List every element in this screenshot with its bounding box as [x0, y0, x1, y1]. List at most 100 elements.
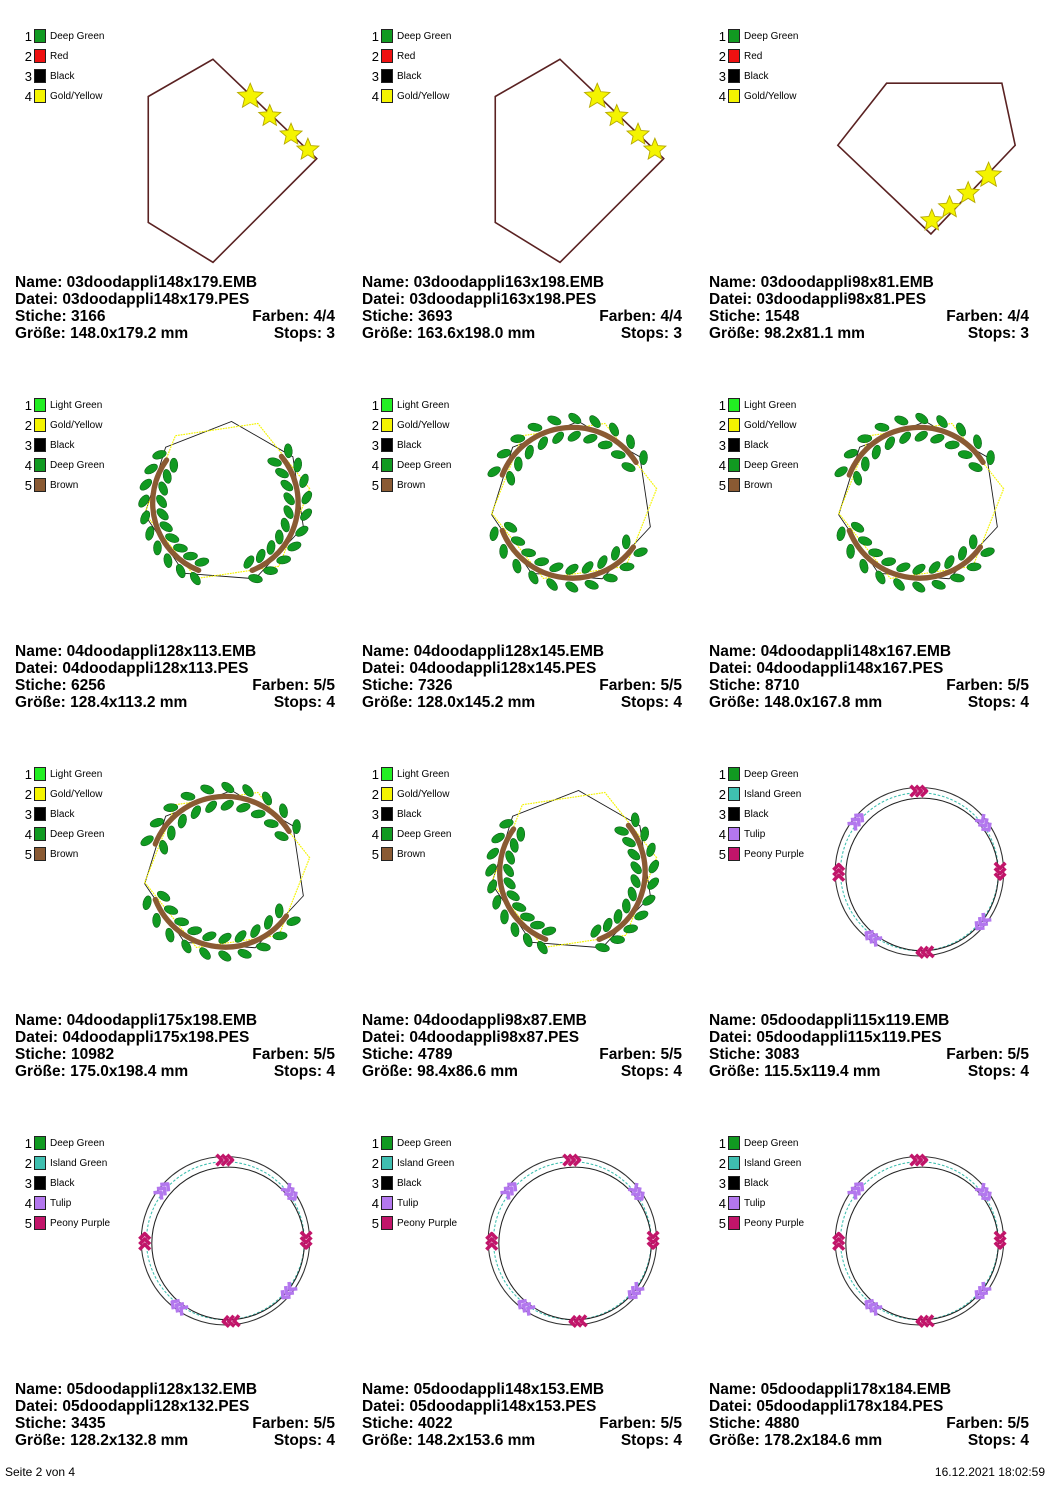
leaf — [602, 917, 613, 932]
design-info: Name: 04doodappli98x87.EMB Datei: 04dooda… — [362, 1012, 682, 1080]
color-name: Tulip — [50, 1198, 72, 1209]
legend-number: 4 — [718, 89, 726, 104]
leaf — [516, 826, 526, 842]
design-card: 1 Light Green 2 Gold/Yellow 3 Black 4 Deep Gree… — [709, 397, 1050, 766]
color-swatch — [381, 1156, 393, 1170]
leaf — [293, 457, 303, 473]
color-name: Peony Purple — [397, 1218, 458, 1229]
color-name: Tulip — [397, 1198, 419, 1209]
legend-number: 2 — [371, 787, 379, 802]
color-name: Gold/Yellow — [50, 420, 103, 431]
leaf — [221, 781, 235, 794]
color-swatch — [34, 1196, 46, 1210]
tulip-arrow-motif — [517, 1298, 536, 1316]
leaf — [834, 466, 848, 478]
design-info: Name: 03doodappli148x179.EMB Datei: 03doo… — [15, 274, 335, 342]
legend-row: 2 Gold/Yellow — [367, 786, 487, 806]
legend-row: 4 Deep Green — [20, 826, 140, 846]
leaf — [547, 415, 562, 426]
color-swatch — [34, 29, 46, 43]
leaf — [199, 947, 211, 960]
leaf — [510, 922, 520, 937]
color-count: Farben: 5/5 — [252, 1046, 335, 1063]
design-file: Datei: 04doodappli148x167.PES — [709, 660, 944, 677]
legend-row: 1 Deep Green — [367, 28, 487, 48]
embroidery-preview — [487, 412, 658, 593]
color-name: Black — [50, 71, 75, 82]
stop-count: Stops: 3 — [620, 325, 682, 342]
design-size: Größe: 178.2x184.6 mm — [709, 1432, 883, 1449]
tulip-arrow-motif — [847, 1182, 865, 1200]
color-swatch — [728, 807, 740, 821]
design-file: Datei: 03doodappli148x179.PES — [15, 291, 250, 308]
color-swatch — [728, 767, 740, 781]
legend-row: 4 Tulip — [714, 1195, 834, 1215]
color-swatch — [34, 398, 46, 412]
design-card: 1 Deep Green 2 Red 3 Black 4 Gold/Yellow Name: 0… — [709, 28, 1050, 397]
legend-row: 2 Island Green — [20, 1155, 140, 1175]
stop-count: Stops: 4 — [273, 694, 335, 711]
outer-ring — [140, 1155, 311, 1326]
leaf — [567, 430, 581, 442]
leaf — [266, 540, 276, 555]
legend-number: 5 — [371, 847, 379, 862]
design-size: Größe: 128.0x145.2 mm — [362, 694, 536, 711]
peony-chevron-motif — [915, 945, 935, 960]
leaf — [514, 456, 523, 472]
color-name: Deep Green — [50, 460, 105, 471]
color-name: Black — [744, 440, 769, 451]
legend-number: 5 — [24, 478, 32, 493]
stitch-count: Stiche: 6256 — [15, 677, 106, 694]
design-file: Datei: 05doodappli115x119.PES — [709, 1029, 942, 1046]
leaf — [158, 481, 168, 496]
color-name: Gold/Yellow — [744, 420, 797, 431]
leaf — [928, 561, 941, 574]
color-swatch — [381, 1176, 393, 1190]
vine-branch — [596, 822, 648, 943]
leaf — [181, 939, 192, 954]
color-count: Farben: 5/5 — [946, 1415, 1029, 1432]
legend-number: 3 — [371, 69, 379, 84]
legend-number: 1 — [24, 29, 32, 44]
stitch-count: Stiche: 4880 — [709, 1415, 800, 1432]
stitch-count: Stiche: 3693 — [362, 308, 453, 325]
peony-chevron-motif — [646, 1230, 660, 1250]
color-swatch — [381, 49, 393, 63]
yellow-polygon-outline — [491, 422, 658, 580]
leaf — [263, 819, 279, 828]
color-swatch — [381, 1196, 393, 1210]
leaf — [250, 809, 266, 819]
leaf — [163, 905, 179, 915]
star-motif — [642, 137, 667, 160]
peony-chevron-motif — [568, 1314, 588, 1329]
color-name: Red — [397, 51, 416, 62]
legend-row: 3 Black — [714, 806, 834, 826]
leaf — [914, 430, 928, 442]
legend-row: 2 Island Green — [367, 1155, 487, 1175]
legend-row: 3 Black — [20, 68, 140, 88]
design-grid: 1 Deep Green 2 Red 3 Black 4 Gold/Yellow Name: 0… — [15, 28, 1050, 1449]
leaf — [167, 825, 176, 841]
leaf — [859, 558, 869, 574]
leaf — [846, 543, 855, 559]
legend-row: 4 Deep Green — [20, 457, 140, 477]
outer-ring — [487, 1155, 658, 1326]
legend-row: 1 Light Green — [20, 397, 140, 417]
leaf — [157, 890, 171, 902]
legend-number: 4 — [371, 458, 379, 473]
leaf — [489, 526, 499, 542]
color-name: Deep Green — [744, 460, 799, 471]
color-swatch — [381, 478, 393, 492]
stitch-count: Stiche: 4789 — [362, 1046, 453, 1063]
outer-ring — [834, 1155, 1005, 1326]
design-name: Name: 05doodappli148x153.EMB — [362, 1381, 605, 1398]
legend-row: 3 Black — [367, 806, 487, 826]
leaf — [621, 534, 631, 550]
legend-number: 2 — [24, 49, 32, 64]
leaf — [485, 863, 497, 877]
color-swatch — [381, 89, 393, 103]
stop-count: Stops: 4 — [273, 1432, 335, 1449]
tulip-arrow-motif — [500, 1182, 518, 1200]
legend-row: 1 Deep Green — [20, 1135, 140, 1155]
leaf — [255, 548, 266, 563]
